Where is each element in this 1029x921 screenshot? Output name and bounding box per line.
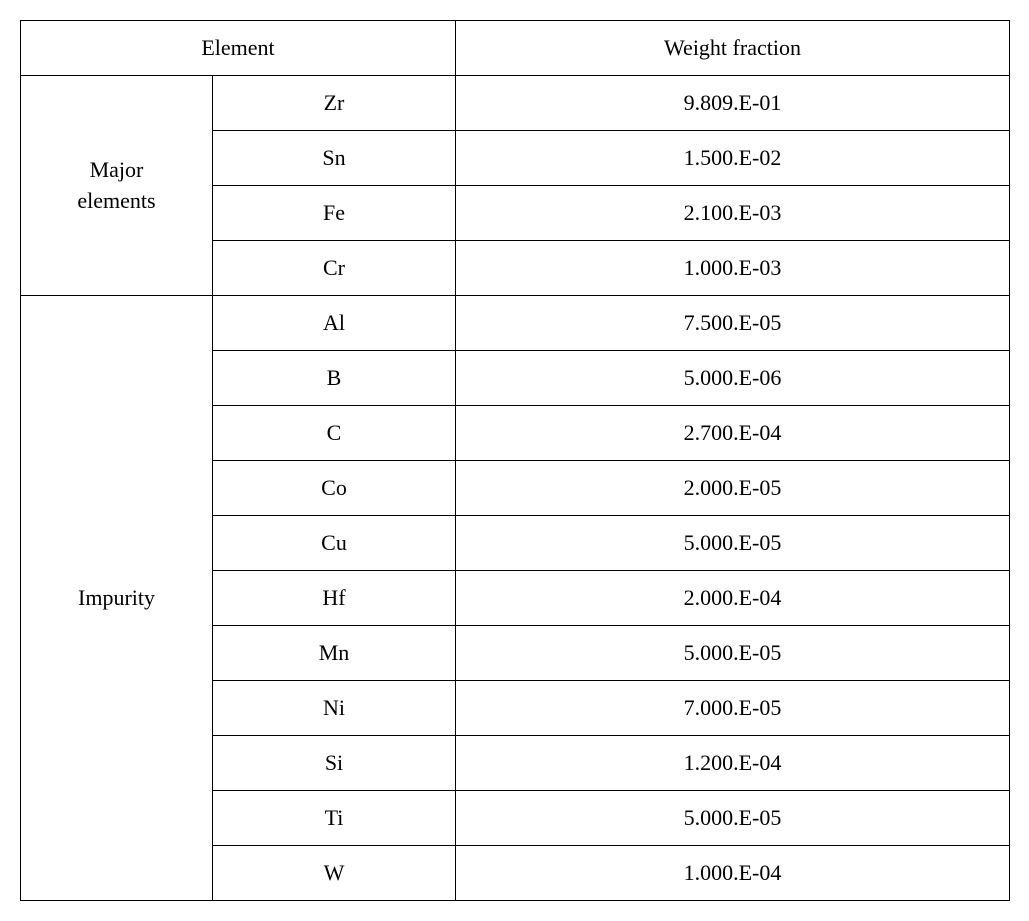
header-weight-fraction: Weight fraction	[456, 21, 1010, 76]
table-row: Majorelements Zr 9.809.E-01	[21, 76, 1010, 131]
weight-cell: 1.000.E-04	[456, 846, 1010, 901]
element-cell: Cr	[213, 241, 456, 296]
element-cell: Sn	[213, 131, 456, 186]
weight-cell: 2.000.E-04	[456, 571, 1010, 626]
element-cell: Ni	[213, 681, 456, 736]
element-cell: Si	[213, 736, 456, 791]
element-cell: Zr	[213, 76, 456, 131]
weight-cell: 2.100.E-03	[456, 186, 1010, 241]
group-impurity: Impurity	[21, 296, 213, 901]
weight-cell: 7.000.E-05	[456, 681, 1010, 736]
weight-cell: 5.000.E-05	[456, 516, 1010, 571]
element-cell: Ti	[213, 791, 456, 846]
table-header-row: Element Weight fraction	[21, 21, 1010, 76]
composition-table: Element Weight fraction Majorelements Zr…	[20, 20, 1010, 901]
element-cell: Cu	[213, 516, 456, 571]
table-row: Impurity Al 7.500.E-05	[21, 296, 1010, 351]
weight-cell: 2.000.E-05	[456, 461, 1010, 516]
group-major-elements: Majorelements	[21, 76, 213, 296]
header-element: Element	[21, 21, 456, 76]
element-cell: B	[213, 351, 456, 406]
element-cell: W	[213, 846, 456, 901]
element-cell: Al	[213, 296, 456, 351]
weight-cell: 1.200.E-04	[456, 736, 1010, 791]
element-cell: Hf	[213, 571, 456, 626]
weight-cell: 1.000.E-03	[456, 241, 1010, 296]
weight-cell: 5.000.E-05	[456, 626, 1010, 681]
element-cell: Co	[213, 461, 456, 516]
weight-cell: 7.500.E-05	[456, 296, 1010, 351]
weight-cell: 5.000.E-06	[456, 351, 1010, 406]
weight-cell: 2.700.E-04	[456, 406, 1010, 461]
element-cell: Fe	[213, 186, 456, 241]
weight-cell: 1.500.E-02	[456, 131, 1010, 186]
weight-cell: 5.000.E-05	[456, 791, 1010, 846]
element-cell: C	[213, 406, 456, 461]
element-cell: Mn	[213, 626, 456, 681]
weight-cell: 9.809.E-01	[456, 76, 1010, 131]
